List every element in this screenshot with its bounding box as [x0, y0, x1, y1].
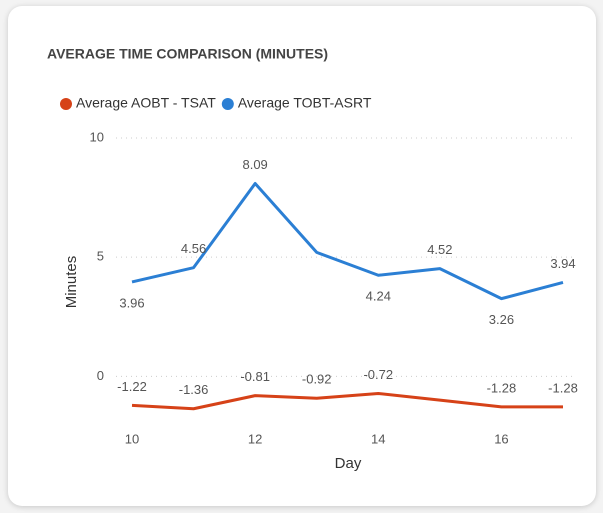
- chart-title: AVERAGE TIME COMPARISON (MINUTES): [47, 46, 328, 62]
- data-label: 4.24: [366, 289, 391, 304]
- y-tick-label: 10: [90, 129, 104, 144]
- data-label: -0.81: [240, 369, 270, 384]
- series-line: [131, 182, 564, 301]
- data-label: -1.36: [179, 382, 209, 397]
- legend-label: Average AOBT - TSAT: [76, 95, 216, 111]
- legend-marker: [221, 98, 234, 110]
- x-tick-label: 12: [248, 431, 262, 446]
- card: [8, 6, 596, 506]
- data-label: -1.22: [117, 379, 147, 394]
- data-label: 3.96: [119, 295, 144, 310]
- data-label: -1.28: [548, 380, 578, 395]
- data-label: -1.28: [487, 380, 517, 395]
- data-label: 8.09: [242, 157, 267, 172]
- data-label: -0.92: [302, 372, 332, 387]
- x-tick-label: 16: [494, 431, 508, 446]
- data-label: -0.72: [363, 367, 393, 382]
- data-label: 4.52: [427, 242, 452, 257]
- x-tick-label: 14: [371, 431, 385, 446]
- y-axis-title: Minutes: [63, 256, 80, 309]
- x-tick-label: 10: [125, 431, 139, 446]
- x-axis-title: Day: [335, 455, 362, 472]
- y-tick-label: 5: [97, 249, 104, 264]
- legend-label: Average TOBT-ASRT: [238, 95, 372, 111]
- legend-marker: [60, 98, 72, 110]
- series-line: [131, 391, 563, 411]
- data-label: 3.94: [550, 256, 575, 271]
- y-tick-label: 0: [97, 368, 104, 383]
- data-label: 4.56: [181, 241, 206, 256]
- data-label: 3.26: [489, 312, 514, 327]
